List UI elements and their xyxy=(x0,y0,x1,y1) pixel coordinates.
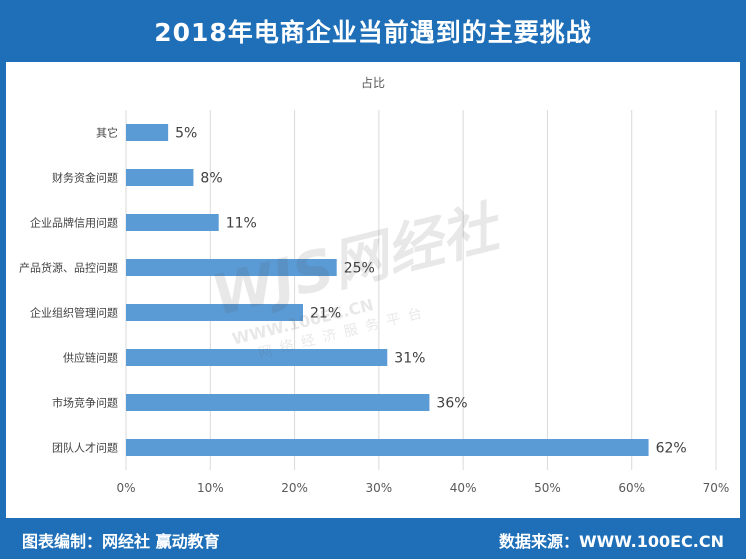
footer: 图表编制：网经社 赢动教育 数据来源：WWW.100EC.CN xyxy=(0,518,746,559)
bar xyxy=(126,304,303,321)
category-label: 企业组织管理问题 xyxy=(30,306,118,320)
category-label: 供应链问题 xyxy=(63,351,118,365)
data-label: 25% xyxy=(344,261,375,277)
category-label: 其它 xyxy=(96,126,118,140)
x-tick-label: 0% xyxy=(116,481,135,495)
data-label: 5% xyxy=(175,126,197,142)
x-tick-label: 30% xyxy=(366,481,393,495)
x-tick-label: 70% xyxy=(703,481,730,495)
x-tick-label: 40% xyxy=(450,481,477,495)
bar xyxy=(126,349,388,366)
footer-source: 数据来源：WWW.100EC.CN xyxy=(498,532,724,551)
x-tick-label: 60% xyxy=(618,481,645,495)
data-label: 21% xyxy=(310,306,341,322)
x-tick-label: 20% xyxy=(281,481,308,495)
bar xyxy=(126,214,219,231)
bar-chart: 占比 0% 10% 20% 30% 40% 50% 60% 70% 其它 5% 财务资金问题 8% 企业… xyxy=(19,75,730,495)
data-label: 31% xyxy=(394,351,425,367)
category-label: 团队人才问题 xyxy=(52,441,118,455)
bar xyxy=(126,124,169,141)
data-label: 62% xyxy=(656,441,687,457)
data-label: 36% xyxy=(436,396,467,412)
category-label: 企业品牌信用问题 xyxy=(30,216,118,230)
category-label: 市场竞争问题 xyxy=(52,396,118,410)
chart-header: 2018年电商企业当前遇到的主要挑战 xyxy=(0,0,746,62)
x-tick-label: 10% xyxy=(197,481,224,495)
bar xyxy=(126,394,430,411)
data-label: 8% xyxy=(200,171,222,187)
bar xyxy=(126,439,649,456)
footer-credit: 图表编制：网经社 赢动教育 xyxy=(22,532,220,551)
x-tick-label: 50% xyxy=(534,481,561,495)
chart-title: 占比 xyxy=(361,75,385,90)
bar xyxy=(126,259,337,276)
chart-panel: WJS网经社 WWW.100EC.CN 网络经济服务平台 占比 0% 10% 20%… xyxy=(6,62,740,518)
data-label: 11% xyxy=(226,216,257,232)
chart-main-title: 2018年电商企业当前遇到的主要挑战 xyxy=(154,18,592,47)
bar xyxy=(126,169,194,186)
category-label: 产品货源、品控问题 xyxy=(19,261,118,275)
category-label: 财务资金问题 xyxy=(52,171,118,185)
